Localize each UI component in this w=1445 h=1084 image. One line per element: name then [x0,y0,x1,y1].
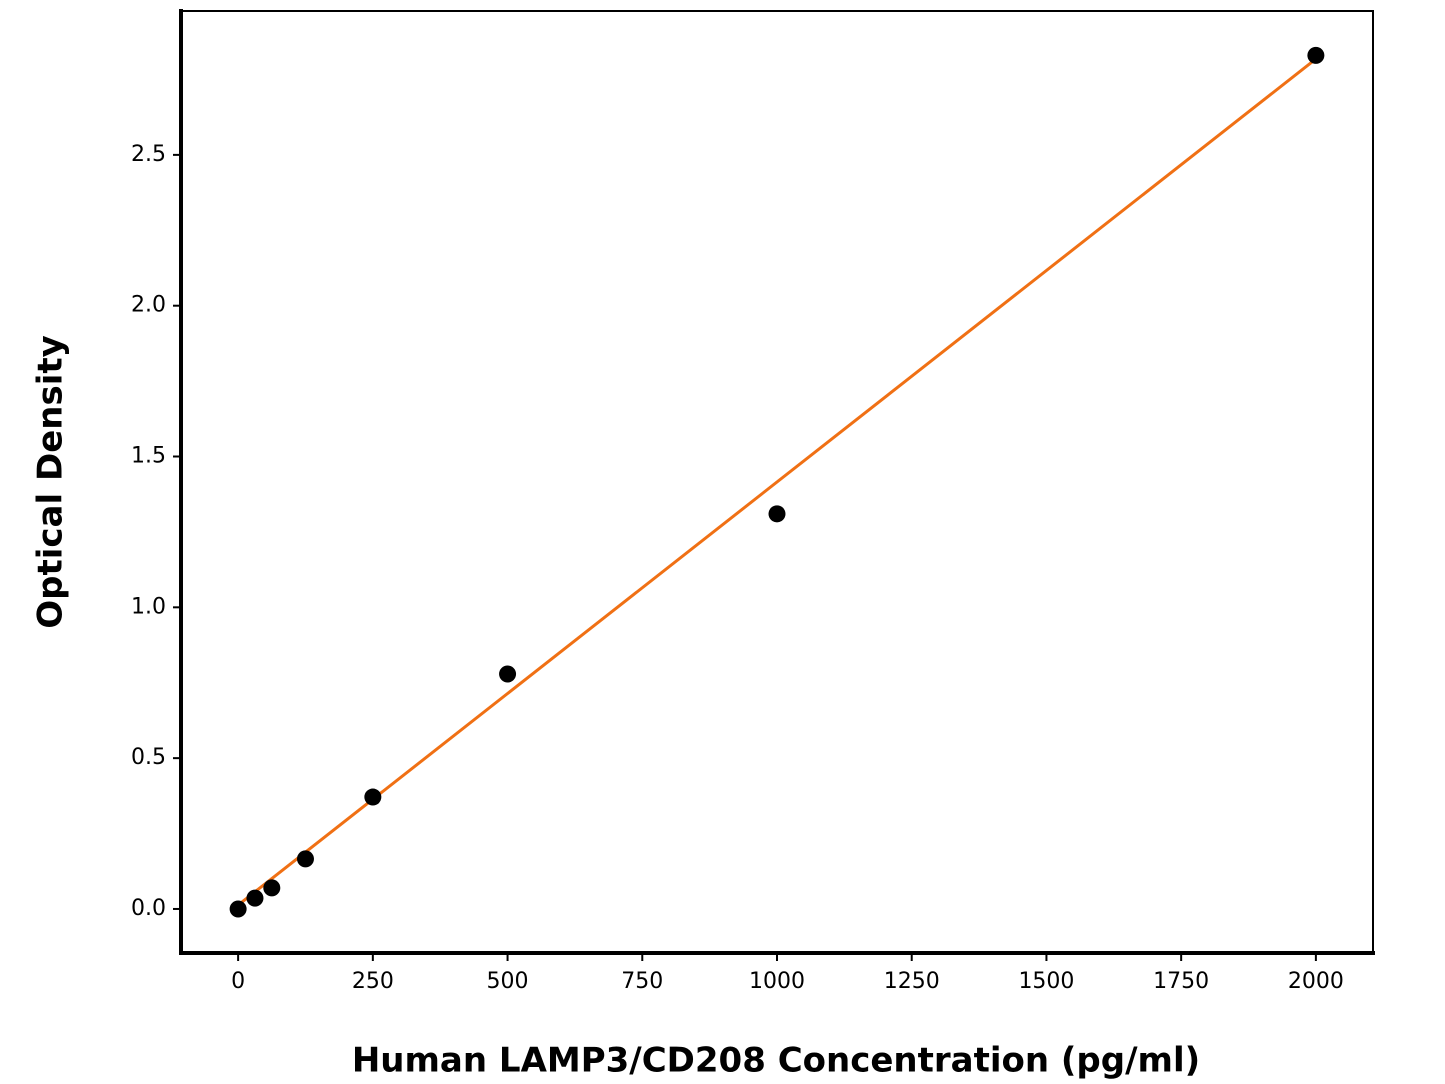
y-tick-label: 2.5 [131,142,166,167]
data-point [246,889,264,907]
data-point [364,788,382,806]
y-tick-label: 0.5 [131,745,166,770]
data-point [768,505,786,523]
data-point [1307,46,1325,64]
x-tick-label: 500 [487,969,529,994]
x-tick-label: 1500 [1018,969,1074,994]
data-point [263,879,281,897]
x-tick-label: 1750 [1153,969,1209,994]
y-axis-label: Optical Density [31,335,71,629]
x-tick-label: 1250 [884,969,940,994]
x-tick-label: 2000 [1288,969,1344,994]
x-tick-label: 750 [621,969,663,994]
x-tick-label: 0 [231,969,245,994]
x-tick-label: 1000 [749,969,805,994]
x-tick-label: 250 [352,969,394,994]
data-point [229,900,247,918]
data-point [296,850,314,868]
fit-line [237,57,1317,907]
x-axis-label: Human LAMP3/CD208 Concentration (pg/ml) [352,1041,1200,1081]
data-point [499,665,517,683]
y-tick-label: 1.5 [131,444,166,469]
y-tick-label: 1.0 [131,594,166,619]
y-tick-label: 2.0 [131,293,166,318]
y-tick-label: 0.0 [131,896,166,921]
